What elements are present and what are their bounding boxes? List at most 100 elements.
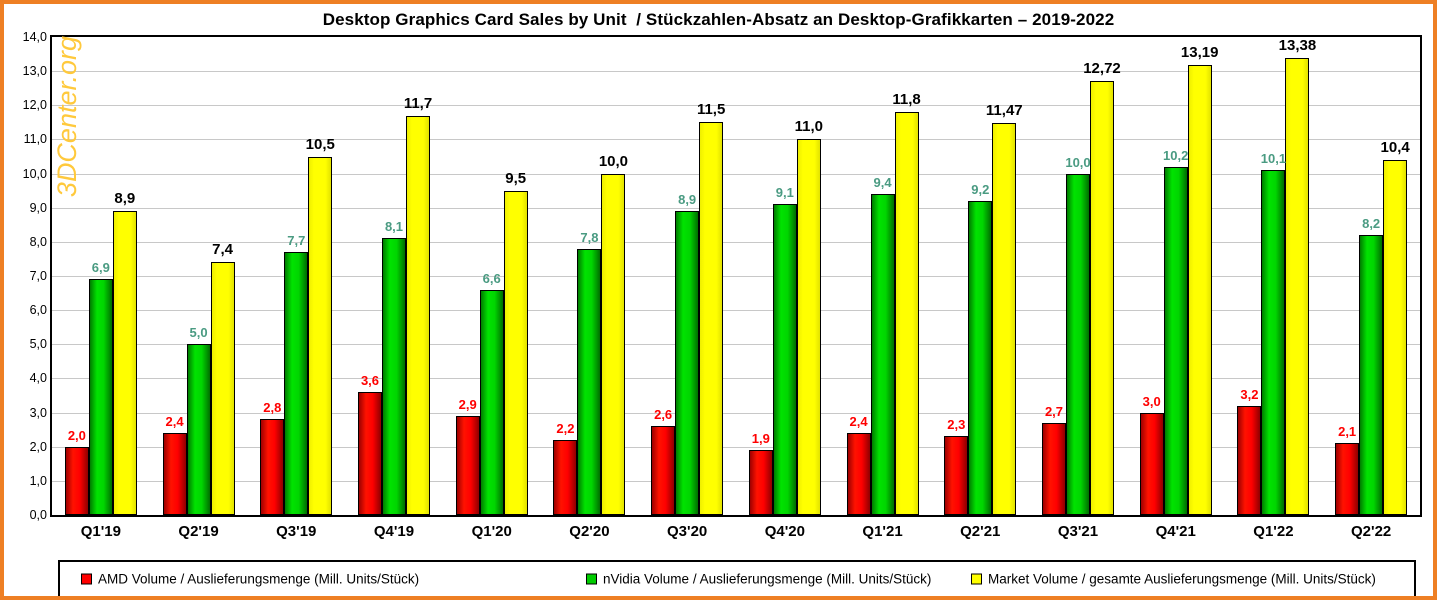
bar-amd-Q420: [748, 450, 773, 515]
legend-entry-market: Market Volume / gesamte Auslieferungsmen…: [971, 572, 1376, 587]
bar-amd-Q120: [455, 416, 480, 515]
value-label-nvidia: 10,1: [1260, 151, 1287, 167]
value-label-nvidia: 10,0: [1065, 154, 1091, 170]
value-label-market: 9,5: [505, 169, 527, 187]
bar-market-Q421: [1187, 64, 1212, 515]
bar-nvidia-Q120: [479, 289, 504, 515]
value-label-nvidia: 10,2: [1163, 147, 1189, 163]
bar-amd-Q220: [553, 439, 578, 515]
y-axis-tick-label: 7,0: [29, 269, 47, 283]
value-label-amd: 2,3: [947, 417, 966, 433]
bar-amd-Q122: [1237, 405, 1262, 515]
value-label-market: 11,47: [985, 102, 1023, 120]
bar-amd-Q119: [64, 446, 89, 515]
x-axis-label: Q1'19: [80, 523, 121, 540]
y-axis-tick-label: 6,0: [29, 303, 47, 318]
y-axis-tick-label: 2,0: [29, 439, 47, 454]
x-axis-label: Q3'21: [1057, 523, 1099, 540]
bar-amd-Q320: [651, 426, 676, 515]
chart-title: Desktop Graphics Card Sales by Unit / St…: [322, 10, 1115, 29]
bar-nvidia-Q121: [870, 194, 895, 515]
gridline: [52, 173, 1420, 175]
gridline: [52, 446, 1420, 448]
bar-amd-Q222: [1335, 443, 1360, 515]
watermark: 3DCenter.org: [52, 36, 84, 197]
bar-market-Q320: [699, 122, 724, 515]
value-label-market: 10,4: [1380, 138, 1410, 156]
legend-label-market: Market Volume / gesamte Auslieferungsmen…: [988, 571, 1376, 587]
value-label-amd: 2,1: [1338, 424, 1357, 440]
value-label-market: 13,19: [1180, 43, 1219, 61]
bar-amd-Q421: [1139, 412, 1164, 515]
bar-market-Q321: [1090, 80, 1114, 515]
bar-nvidia-Q122: [1261, 170, 1286, 515]
x-axis-label: Q1'20: [471, 523, 512, 540]
bar-nvidia-Q319: [284, 252, 309, 515]
bar-market-Q420: [796, 139, 821, 515]
value-label-nvidia: 8,1: [384, 219, 404, 235]
value-label-nvidia: 8,9: [678, 192, 697, 208]
value-label-amd: 2,6: [654, 407, 673, 423]
value-label-market: 11,0: [794, 118, 824, 136]
bar-nvidia-Q419: [382, 238, 406, 515]
y-axis-tick-label: 12,0: [22, 98, 47, 113]
bar-amd-Q221: [944, 436, 969, 515]
bar-amd-Q321: [1042, 422, 1066, 515]
gridline: [52, 71, 1420, 73]
gridline: [52, 378, 1420, 380]
value-label-nvidia: 6,6: [482, 270, 501, 286]
gridline: [52, 480, 1420, 482]
bar-market-Q222: [1383, 159, 1408, 515]
bar-market-Q319: [308, 156, 333, 515]
y-axis-tick-label: 10,0: [22, 166, 47, 181]
legend-entry-nvidia: nVidia Volume / Auslieferungsmenge (Mill…: [586, 572, 931, 587]
y-axis-tick-label: 0,0: [29, 508, 47, 522]
y-axis-tick-label: 5,0: [29, 337, 47, 352]
bar-market-Q220: [601, 173, 626, 515]
bar-nvidia-Q320: [675, 211, 700, 515]
value-label-amd: 2,0: [67, 427, 86, 443]
x-axis-label: Q4'21: [1155, 523, 1196, 540]
nvidia-series-swatch-icon: [586, 573, 597, 585]
value-label-market: 11,7: [403, 94, 433, 112]
x-axis-label: Q3'20: [667, 523, 708, 540]
x-axis-label: Q2'21: [960, 523, 1001, 540]
value-label-market: 13,38: [1278, 37, 1317, 55]
y-axis-tick-label: 13,0: [22, 64, 47, 79]
y-axis-tick-label: 11,0: [23, 132, 47, 147]
gridline: [52, 276, 1420, 277]
value-label-amd: 2,2: [556, 420, 575, 436]
gridline: [52, 105, 1420, 107]
x-axis-label: Q1'21: [862, 523, 903, 540]
bar-nvidia-Q321: [1066, 173, 1090, 515]
gridline: [52, 344, 1420, 346]
x-axis-label: Q2'22: [1351, 523, 1392, 540]
value-label-amd: 3,0: [1142, 393, 1161, 409]
value-label-amd: 1,9: [751, 431, 770, 447]
y-axis-tick-label: 3,0: [29, 405, 47, 420]
bar-amd-Q319: [260, 419, 285, 515]
value-label-nvidia: 7,8: [580, 229, 599, 245]
value-label-amd: 2,9: [458, 396, 477, 412]
bar-nvidia-Q421: [1163, 166, 1188, 515]
y-axis-tick-label: 9,0: [29, 200, 47, 215]
bar-market-Q122: [1285, 58, 1310, 515]
bar-amd-Q419: [358, 392, 382, 515]
value-label-market: 10,0: [598, 152, 629, 170]
watermark-text: 3DCenter.org: [52, 36, 82, 198]
y-axis-tick-label: 4,0: [29, 371, 47, 386]
x-axis-label: Q3'19: [276, 523, 317, 540]
bar-nvidia-Q221: [968, 200, 993, 515]
bar-amd-Q219: [162, 433, 187, 515]
value-label-amd: 2,4: [849, 414, 868, 430]
value-label-nvidia: 6,9: [91, 260, 110, 276]
value-label-amd: 3,2: [1240, 386, 1259, 402]
value-label-nvidia: 7,7: [287, 233, 306, 249]
legend-label-nvidia: nVidia Volume / Auslieferungsmenge (Mill…: [603, 571, 932, 587]
bar-market-Q120: [503, 190, 528, 515]
amd-series-swatch-icon: [81, 573, 92, 585]
bar-market-Q219: [210, 262, 235, 515]
value-label-nvidia: 8,2: [1362, 216, 1381, 232]
y-axis-tick-label: 1,0: [29, 473, 47, 488]
gridline: [52, 412, 1420, 414]
